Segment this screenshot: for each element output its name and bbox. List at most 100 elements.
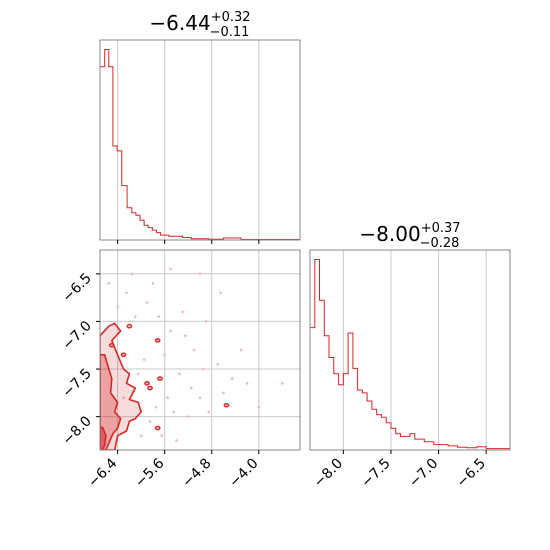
- scatter-data-group: [100, 267, 284, 450]
- right-histogram-bin: [353, 368, 358, 450]
- scatter-point: [219, 291, 222, 295]
- scatter-point: [257, 405, 261, 409]
- right-histogram-bin: [391, 428, 396, 450]
- top-histogram-bin: [132, 213, 136, 240]
- scatter-point: [145, 301, 149, 304]
- right-histogram-bin: [358, 390, 363, 450]
- top-histogram-bin: [136, 215, 140, 240]
- scatter-point: [148, 420, 152, 423]
- right-histogram-bin: [377, 415, 382, 450]
- right-histogram-x-tick-label: −6.5: [454, 456, 489, 491]
- scatter-point: [136, 372, 140, 376]
- right-histogram-bin: [420, 439, 425, 450]
- scatter-point: [131, 272, 134, 276]
- contour-island: [108, 342, 115, 348]
- scatter-frame: [99, 249, 301, 451]
- top-histogram-bin: [169, 236, 183, 240]
- contour-island: [126, 323, 133, 329]
- right-histogram-bin: [343, 374, 348, 450]
- scatter-point: [198, 272, 202, 276]
- scatter-point: [216, 362, 219, 366]
- top-histogram-bin: [156, 233, 160, 240]
- scatter-point: [160, 434, 164, 438]
- right-histogram-bin: [415, 439, 420, 450]
- scatter-x-tick-label: −4.8: [179, 456, 214, 491]
- top-histogram-bin: [113, 146, 117, 240]
- top-histogram-bin: [140, 220, 144, 240]
- scatter-y-tick-label: −8.0: [59, 413, 94, 448]
- right-histogram-bin: [362, 393, 367, 450]
- right-histogram-bin: [381, 417, 386, 450]
- top-histogram-bin: [161, 235, 169, 240]
- contour-island: [144, 381, 150, 386]
- scatter-point: [133, 315, 137, 318]
- scatter-point: [166, 396, 169, 399]
- scatter-point: [231, 377, 234, 380]
- top-histogram-step-line: [99, 49, 300, 240]
- contour-middle: [100, 354, 122, 450]
- scatter-point: [201, 367, 205, 371]
- scatter-point: [192, 348, 196, 352]
- right-histogram-bin: [400, 436, 405, 450]
- right-histogram-bin: [429, 442, 434, 450]
- contour-island: [157, 376, 163, 381]
- scatter-point: [207, 410, 211, 414]
- right-histogram-bin: [310, 328, 315, 450]
- contour-island: [154, 425, 161, 431]
- scatter-point: [178, 372, 181, 376]
- scatter-point: [186, 415, 190, 418]
- scatter-point: [151, 282, 155, 285]
- right-histogram-title: −8.00+0.37 −0.28: [359, 221, 460, 251]
- right-histogram-bin: [434, 445, 439, 450]
- right-histogram-bin: [372, 409, 377, 450]
- scatter-x-tick-label: −4.0: [226, 456, 261, 491]
- top-histogram-bin: [144, 225, 148, 240]
- top-histogram-bin: [127, 208, 132, 240]
- top-histogram-title-upper-error: +0.32: [211, 10, 251, 25]
- scatter-point: [181, 310, 184, 314]
- right-histogram-bin: [329, 357, 334, 450]
- right-histogram-bin: [320, 300, 325, 450]
- right-histogram-bin: [334, 374, 339, 450]
- right-histogram-title-lower-error: −0.28: [420, 236, 460, 251]
- right-histogram-title-value: −8.00: [359, 222, 420, 246]
- right-histogram-bin: [324, 336, 329, 450]
- top-histogram-bin: [100, 67, 105, 240]
- scatter-point: [183, 334, 187, 338]
- right-histogram-bin: [448, 446, 458, 450]
- right-histogram-bin: [339, 385, 344, 450]
- right-histogram-bin: [348, 333, 353, 450]
- top-histogram-bin: [117, 151, 122, 240]
- right-histogram-bin: [405, 436, 410, 450]
- right-histogram-bin: [439, 445, 449, 450]
- top-histogram-title: −6.44+0.32 −0.11: [149, 10, 250, 40]
- scatter-point: [116, 305, 119, 309]
- scatter-y-tick-label: −7.0: [59, 318, 94, 353]
- right-histogram-bin: [386, 423, 391, 450]
- top-histogram-bin: [109, 67, 113, 240]
- contour-island: [120, 352, 127, 358]
- scatter-point: [122, 396, 125, 399]
- right-histogram-bin: [315, 260, 320, 450]
- scatter-x-tick-label: −6.4: [85, 455, 120, 490]
- top-histogram-frame: [99, 39, 301, 241]
- scatter-point: [222, 391, 225, 395]
- scatter-point: [157, 315, 161, 318]
- scatter-point: [198, 396, 202, 399]
- scatter-point: [163, 353, 167, 357]
- right-histogram-bin: [410, 434, 415, 450]
- contour-island: [147, 385, 153, 391]
- top-histogram-title-lower-error: −0.11: [210, 25, 250, 40]
- top-histogram-bin: [148, 228, 152, 240]
- contour-island: [154, 338, 161, 343]
- top-histogram-bin: [122, 186, 127, 240]
- right-histogram-bin: [424, 442, 429, 450]
- scatter-point: [245, 382, 249, 385]
- scatter-point: [154, 405, 158, 409]
- scatter-point: [281, 382, 284, 385]
- right-histogram-frame: [309, 249, 511, 451]
- scatter-point: [142, 358, 146, 361]
- top-histogram-title-value: −6.44: [149, 11, 210, 35]
- right-histogram-x-tick-label: −8.0: [311, 456, 346, 491]
- scatter-point: [125, 291, 128, 295]
